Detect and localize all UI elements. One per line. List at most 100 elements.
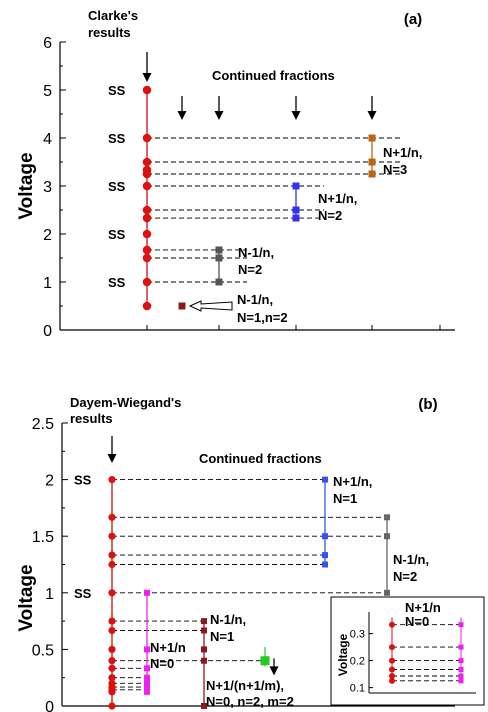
label-n2-minus-0: N-1/n,: [393, 552, 429, 567]
group-point-0: [144, 674, 150, 681]
clarke-point: [142, 85, 152, 95]
clarke-header-0: Clarke's: [88, 8, 138, 23]
ss-label: SS: [108, 83, 126, 98]
ss-label: SS: [108, 131, 126, 146]
group-point-2: [260, 656, 270, 666]
y-tick-label: 4: [43, 131, 52, 148]
panel-b: 0 0.5 1 1.5 2 2.5 Voltage (b) Dayem-Wiegand'sres…: [16, 395, 485, 712]
label-n1-plus-0: N+1/n,: [333, 474, 372, 489]
dw-header-0: Dayem-Wiegand's: [70, 395, 181, 410]
ss-label: SS: [108, 275, 126, 290]
inset-pink-point: [458, 644, 464, 650]
label-n1-plus-1: N=1: [333, 491, 357, 506]
group-point-1: [215, 254, 223, 262]
panel-a: 0 1 2 3 4 5 6 Voltage (a) Clarke's results Continue…: [16, 8, 455, 340]
y-tick-label: 1: [45, 586, 54, 603]
y-axis-label: Voltage: [16, 152, 37, 219]
group-point-0: [178, 302, 186, 310]
clarke-point: [142, 301, 152, 311]
clarke-point: [142, 133, 152, 143]
y-tick-label: 1: [43, 275, 52, 292]
label-n2-minus-1: N=2: [393, 569, 417, 584]
panel-label: (a): [404, 11, 422, 28]
inset-y-label: Voltage: [336, 633, 350, 676]
inset-red-point: [389, 677, 395, 684]
ss-label: SS: [108, 179, 126, 194]
group-point-3: [322, 476, 328, 483]
inset-red-point: [389, 621, 395, 628]
y-tick-label: 2: [43, 227, 52, 244]
inset-frame: [330, 596, 485, 706]
dw-point: [108, 617, 116, 625]
clarke-header-1: results: [88, 25, 131, 40]
y-tick-label: 2: [45, 473, 54, 490]
ss-label: SS: [108, 227, 126, 242]
y-tick-label: 3: [43, 179, 52, 196]
label-n0-plus-0: N+1/n: [150, 640, 186, 655]
dw-point: [108, 532, 116, 540]
dw-arrow-head: [107, 454, 117, 463]
group-point-1: [201, 657, 207, 664]
green-arrow-head: [269, 666, 279, 676]
hollow-arrow: [188, 300, 233, 312]
group-point-0: [144, 589, 150, 596]
group-point-4: [384, 514, 390, 521]
dw-point: [108, 645, 116, 654]
group-point-3: [368, 158, 376, 166]
label-n1-minus-0: N-1/n,: [210, 612, 246, 627]
clarke-point: [142, 157, 152, 167]
clarke-point: [142, 205, 152, 215]
y-tick-label: 5: [43, 83, 52, 100]
group-point-1: [215, 278, 223, 286]
group-point-3: [322, 533, 328, 540]
clarke-point: [142, 229, 152, 239]
inset-red-point: [389, 672, 395, 679]
inset-y-tick-label: 0.2: [350, 656, 365, 668]
group-point-1: [201, 646, 207, 653]
group-point-3: [322, 561, 328, 568]
y-tick-label: 0: [43, 323, 52, 340]
label-n2-minus-1: N=2: [238, 262, 262, 277]
cf-arrow-0-head: [177, 111, 187, 120]
inset-title-0: N+1/n: [405, 600, 441, 615]
y-tick-label: 0: [45, 699, 54, 712]
y-tick-label: 6: [43, 35, 52, 52]
clarke-arrow-head: [142, 73, 152, 82]
y-axis-label: Voltage: [16, 564, 37, 631]
cf-arrow-2-head: [291, 111, 301, 120]
group-point-1: [201, 703, 207, 709]
inset-pink-point: [458, 658, 464, 664]
inset-title-1: N=0: [405, 614, 429, 629]
label-n0-nested-0: N+1/(n+1/m),: [206, 678, 284, 693]
y-tick-label: 2.5: [32, 416, 54, 433]
ss-label: SS: [74, 473, 92, 488]
inset-pink-point: [458, 622, 464, 628]
inset-y-tick-label: 0.3: [350, 629, 365, 641]
label-n1n2-1: N=1,n=2: [237, 310, 288, 325]
continued-fractions-header: Continued fractions: [199, 451, 322, 466]
cf-arrow-1-head: [214, 111, 224, 120]
clarke-point: [142, 165, 152, 175]
group-point-3: [322, 552, 328, 559]
inset-y-tick-label: 0.1: [350, 683, 365, 695]
label-n3-plus-1: N=3: [383, 162, 407, 177]
inset-pink-point: [458, 678, 464, 684]
group-point-4: [384, 533, 390, 540]
dw-point: [108, 551, 116, 559]
label-n0-plus-1: N=0: [150, 656, 174, 671]
dw-point: [108, 589, 116, 597]
clarke-point: [142, 213, 152, 223]
label-n0-nested-1: N=0, n=2, m=2: [206, 694, 294, 709]
inset-pink-point: [458, 673, 464, 679]
inset-red-point: [389, 644, 395, 651]
clarke-point: [142, 277, 152, 287]
dw-header-1: results: [70, 411, 113, 426]
clarke-point: [142, 245, 152, 255]
dw-point: [108, 674, 116, 682]
dw-point: [108, 679, 116, 687]
group-point-2: [292, 214, 300, 222]
dw-point: [108, 513, 116, 521]
inset-red-point: [389, 657, 395, 664]
